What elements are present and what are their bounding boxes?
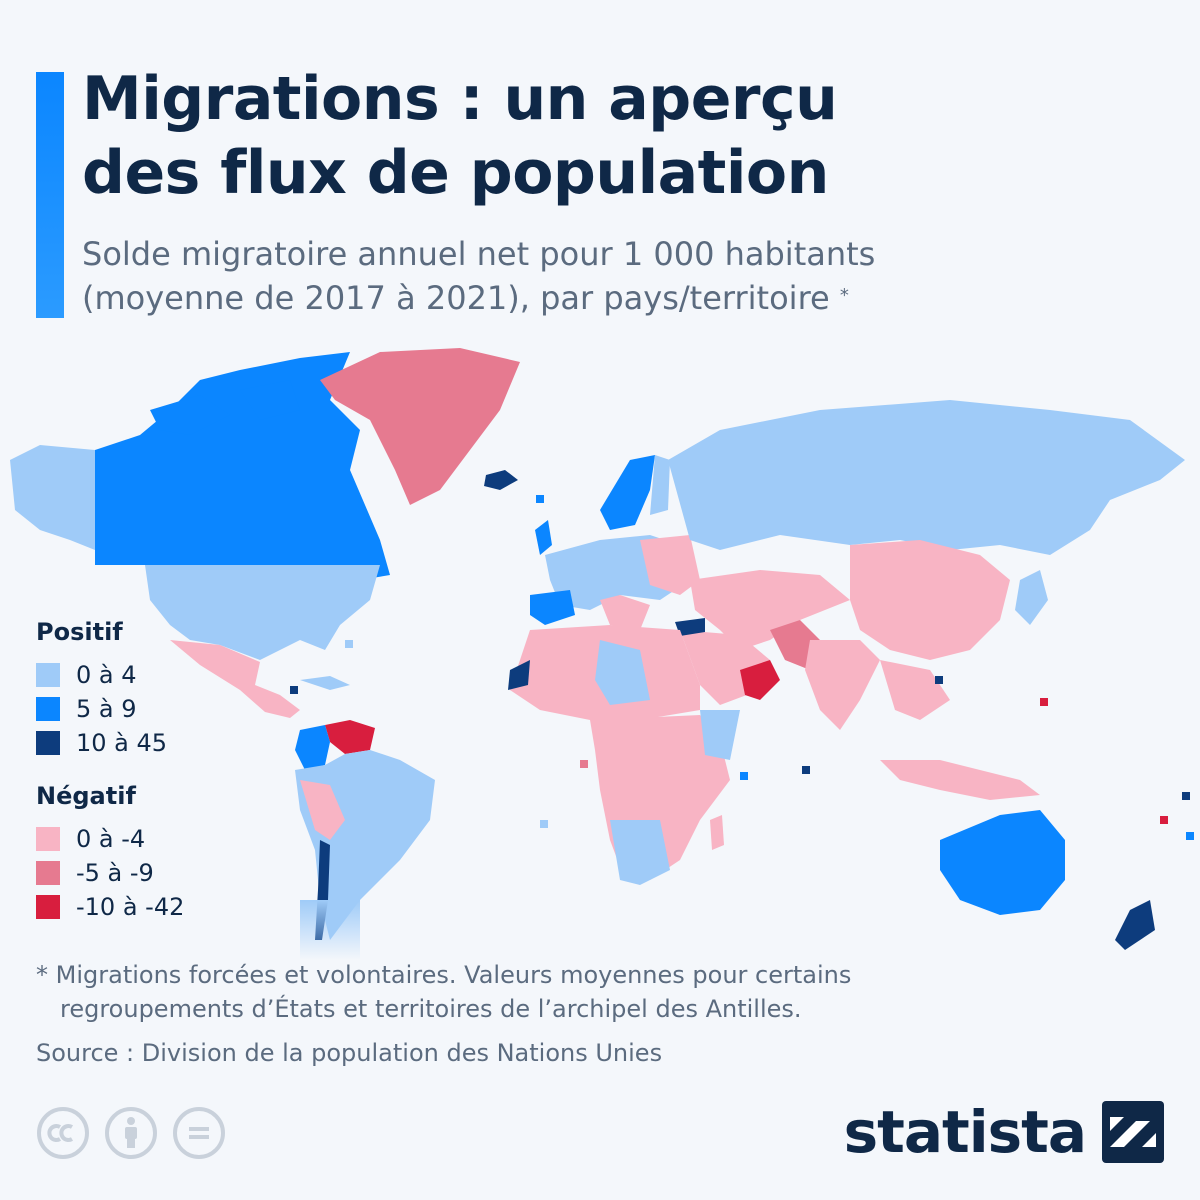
legend-label: 0 à 4 (76, 661, 137, 689)
accent-bar (36, 72, 64, 318)
legend-swatch (36, 731, 60, 755)
subtitle-asterisk: * (839, 285, 849, 306)
subtitle-line-2-text: (moyenne de 2017 à 2021), par pays/terri… (82, 279, 830, 317)
legend-item: 10 à 45 (36, 726, 236, 760)
subtitle-line-1: Solde migratoire annuel net pour 1 000 h… (82, 235, 876, 273)
logo-text: statista (843, 1098, 1087, 1166)
iceland-region (484, 470, 518, 490)
new-zealand-region (1115, 900, 1155, 950)
island-marker (580, 760, 588, 768)
western-sahara-region (508, 660, 530, 690)
syria-region (675, 618, 705, 636)
title-line-1: Migrations : un aperçu (82, 64, 838, 134)
legend-item: -10 à -42 (36, 890, 236, 924)
island-marker (935, 676, 943, 684)
legend-label: 10 à 45 (76, 729, 168, 757)
indonesia-region (880, 760, 1040, 800)
title-line-2: des flux de population (82, 138, 829, 208)
map-legend: Positif 0 à 4 5 à 9 10 à 45 Négatif 0 à … (36, 618, 236, 946)
alaska-region (10, 445, 95, 550)
china-region (850, 540, 1010, 660)
legend-label: 0 à -4 (76, 825, 146, 853)
island-marker (1186, 832, 1194, 840)
legend-swatch (36, 895, 60, 919)
legend-item: 0 à 4 (36, 658, 236, 692)
legend-positive-heading: Positif (36, 618, 123, 646)
finland-region (650, 455, 670, 515)
license-icons (36, 1106, 226, 1160)
legend-negative-heading: Négatif (36, 782, 136, 810)
legend-swatch (36, 697, 60, 721)
footnote-line-2: regroupements d’États et territoires de … (60, 995, 802, 1023)
island-marker (536, 495, 544, 503)
legend-label: -10 à -42 (76, 893, 185, 921)
legend-positive: Positif 0 à 4 5 à 9 10 à 45 (36, 618, 236, 760)
footnote-line-1: * Migrations forcées et volontaires. Val… (36, 961, 852, 989)
island-marker (540, 820, 548, 828)
italy-balkans-region (600, 595, 650, 630)
legend-label: 5 à 9 (76, 695, 137, 723)
japan-region (1015, 570, 1048, 625)
australia-region (940, 810, 1065, 915)
source-text: Source : Division de la population des N… (36, 1039, 663, 1067)
arctic-islands (150, 380, 300, 435)
no-derivatives-icon[interactable] (172, 1106, 226, 1160)
russia-region (668, 400, 1185, 555)
usa-region (145, 565, 380, 660)
legend-label: -5 à -9 (76, 859, 154, 887)
india-region (805, 640, 880, 730)
andes-region (300, 780, 345, 840)
legend-swatch (36, 861, 60, 885)
legend-item: 5 à 9 (36, 692, 236, 726)
caribbean-region (300, 676, 350, 690)
iberia-region (530, 590, 575, 625)
sahel-region (595, 640, 650, 705)
island-marker (1040, 698, 1048, 706)
southern-fade (300, 900, 360, 960)
island-marker (740, 772, 748, 780)
venezuela-region (325, 720, 375, 754)
legend-item: -5 à -9 (36, 856, 236, 890)
attribution-icon[interactable] (104, 1106, 158, 1160)
page-title: Migrations : un aperçu des flux de popul… (82, 62, 1162, 210)
colombia-region (295, 725, 330, 770)
greenland-region (320, 348, 520, 505)
legend-swatch (36, 827, 60, 851)
creative-commons-icon[interactable] (36, 1106, 90, 1160)
legend-swatch (36, 663, 60, 687)
world-map (0, 340, 1200, 960)
subtitle-line-2: (moyenne de 2017 à 2021), par pays/terri… (82, 276, 1162, 320)
southeast-asia-region (880, 660, 950, 720)
mexico-region (170, 640, 300, 718)
scandinavia-region (600, 455, 655, 530)
eastern-europe-region (640, 535, 700, 595)
island-marker (1182, 792, 1190, 800)
canada-region (95, 352, 390, 580)
island-marker (345, 640, 353, 648)
madagascar-region (710, 815, 724, 850)
island-marker (290, 686, 298, 694)
east-africa-region (700, 710, 740, 760)
legend-negative: Négatif 0 à -4 -5 à -9 -10 à -42 (36, 782, 236, 924)
island-marker (802, 766, 810, 774)
footnote: * Migrations forcées et volontaires. Val… (36, 958, 1136, 1026)
uk-region (535, 520, 552, 555)
oman-region (740, 660, 780, 700)
island-marker (1160, 816, 1168, 824)
statista-logo[interactable]: statista (844, 1098, 1164, 1166)
statista-logo-icon (1102, 1101, 1164, 1163)
legend-item: 0 à -4 (36, 822, 236, 856)
southern-africa-region (610, 820, 670, 885)
middle-east-region (690, 570, 850, 650)
subtitle: Solde migratoire annuel net pour 1 000 h… (82, 232, 1162, 320)
